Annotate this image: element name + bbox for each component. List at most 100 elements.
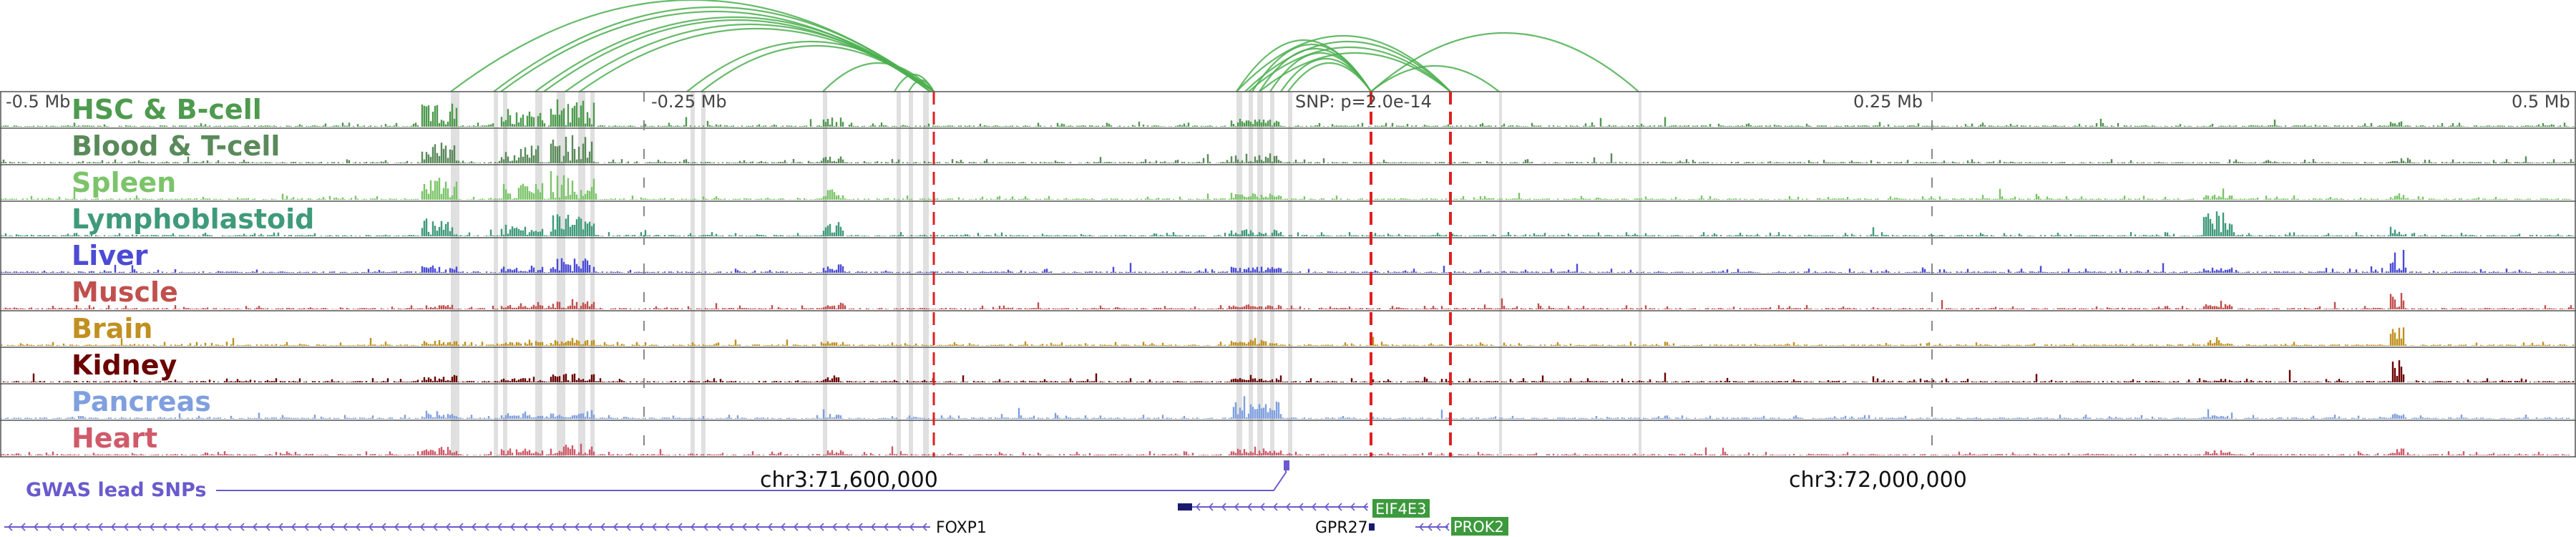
track-label-pancreas: Pancreas — [72, 386, 211, 417]
strand-arrow — [1427, 523, 1433, 531]
signal-bars — [0, 171, 2572, 200]
strand-arrow — [870, 523, 876, 531]
strand-arrow — [638, 523, 644, 531]
strand-arrow — [7, 523, 13, 531]
strand-arrow — [548, 523, 554, 531]
gene-label-gpr27[interactable]: GPR27 — [1315, 519, 1368, 537]
track-label-brain: Brain — [72, 313, 152, 344]
strand-arrow — [316, 523, 322, 531]
track-label-spleen: Spleen — [72, 167, 176, 198]
strand-arrow — [46, 523, 52, 531]
strand-arrow — [484, 523, 489, 531]
interaction-arc — [1370, 32, 1639, 92]
strand-arrow — [20, 523, 26, 531]
strand-arrow — [1444, 523, 1450, 531]
track-label-blood-tcell: Blood & T-cell — [72, 130, 280, 162]
interaction-arcs — [450, 0, 1639, 92]
position-label-right: 0.5 Mb — [2512, 92, 2570, 112]
prok2-gene-body[interactable] — [1415, 523, 1450, 531]
strand-arrow — [819, 523, 824, 531]
strand-arrow — [432, 523, 438, 531]
track-9 — [0, 383, 2576, 419]
track-label-lymphoblastoid: Lymphoblastoid — [72, 203, 314, 235]
eif4e3-exon[interactable] — [1178, 503, 1192, 511]
track-labels: HSC & B-cell Blood & T-cell Spleen Lymph… — [72, 94, 314, 454]
strand-arrow — [1324, 503, 1330, 511]
snp-pvalue-label: SNP: p=2.0e-14 — [1295, 92, 1432, 112]
strand-arrow — [535, 523, 541, 531]
strand-arrow — [703, 523, 708, 531]
strand-arrow — [728, 523, 734, 531]
strand-arrow — [406, 523, 412, 531]
eif4e3-gene-body[interactable] — [1192, 503, 1368, 511]
strand-arrow — [59, 523, 64, 531]
interaction-arc — [701, 44, 931, 92]
strand-arrow — [844, 523, 850, 531]
strand-arrow — [741, 523, 747, 531]
foxp1-gene-body[interactable] — [4, 523, 930, 531]
strand-arrow — [342, 523, 348, 531]
strand-arrow — [33, 523, 39, 531]
strand-arrow — [677, 523, 683, 531]
gene-track: FOXP1 EIF4E3 GPR27 PROK2 — [4, 499, 1508, 537]
strand-arrow — [922, 523, 927, 531]
strand-arrow — [445, 523, 451, 531]
strand-arrow — [600, 523, 605, 531]
strand-arrow — [1350, 503, 1355, 511]
gene-box-prok2[interactable] — [1451, 517, 1508, 536]
strand-arrow — [200, 523, 206, 531]
strand-arrow — [419, 523, 425, 531]
snp-lines — [932, 92, 1452, 457]
strand-arrow — [187, 523, 193, 531]
strand-arrow — [806, 523, 811, 531]
track-3 — [0, 164, 2576, 200]
strand-arrow — [394, 523, 399, 531]
strand-arrow — [471, 523, 477, 531]
strand-arrow — [690, 523, 696, 531]
signal-bars — [2, 293, 2575, 309]
gene-box-eif4e3[interactable] — [1372, 499, 1430, 518]
interaction-arc — [1370, 65, 1500, 92]
strand-arrow — [252, 523, 258, 531]
strand-arrow — [226, 523, 232, 531]
tracks-panel — [0, 91, 2576, 458]
interaction-arc — [1287, 62, 1372, 92]
strand-arrow — [587, 523, 592, 531]
interaction-arc — [1248, 47, 1451, 92]
strand-arrow — [458, 523, 464, 531]
strand-arrow — [1311, 503, 1317, 511]
strand-arrow — [355, 523, 361, 531]
strand-arrow — [896, 523, 902, 531]
strand-arrow — [1234, 503, 1239, 511]
strand-arrow — [1418, 523, 1424, 531]
signal-bars — [0, 211, 2575, 236]
position-label-right-mid: 0.25 Mb — [1853, 92, 1923, 112]
strand-arrow — [497, 523, 502, 531]
strand-arrow — [509, 523, 515, 531]
gene-label-eif4e3[interactable]: EIF4E3 — [1375, 500, 1427, 518]
strand-arrow — [1221, 503, 1226, 511]
strand-arrow — [754, 523, 760, 531]
gwas-snp-marker[interactable] — [1284, 460, 1289, 470]
strand-arrow — [1246, 503, 1252, 511]
strand-arrow — [329, 523, 335, 531]
strand-arrow — [1195, 503, 1201, 511]
signal-bars — [0, 327, 2575, 346]
gene-label-prok2[interactable]: PROK2 — [1453, 518, 1504, 536]
strand-arrow — [664, 523, 670, 531]
strand-arrow — [278, 523, 283, 531]
gpr27-exon[interactable] — [1369, 523, 1375, 531]
interaction-arc — [822, 62, 935, 92]
position-label-left: -0.5 Mb — [6, 92, 70, 112]
strand-arrow — [175, 523, 180, 531]
signal-bars — [0, 250, 2575, 273]
strand-arrow — [1337, 503, 1342, 511]
strand-arrow — [767, 523, 773, 531]
track-4 — [0, 200, 2576, 236]
strand-arrow — [780, 523, 786, 531]
interaction-arc — [908, 79, 935, 92]
coordinate-right: chr3:72,000,000 — [1789, 468, 1967, 493]
track-label-muscle: Muscle — [72, 276, 178, 308]
gene-label-foxp1[interactable]: FOXP1 — [936, 519, 987, 537]
gwas-connector — [216, 463, 1287, 491]
